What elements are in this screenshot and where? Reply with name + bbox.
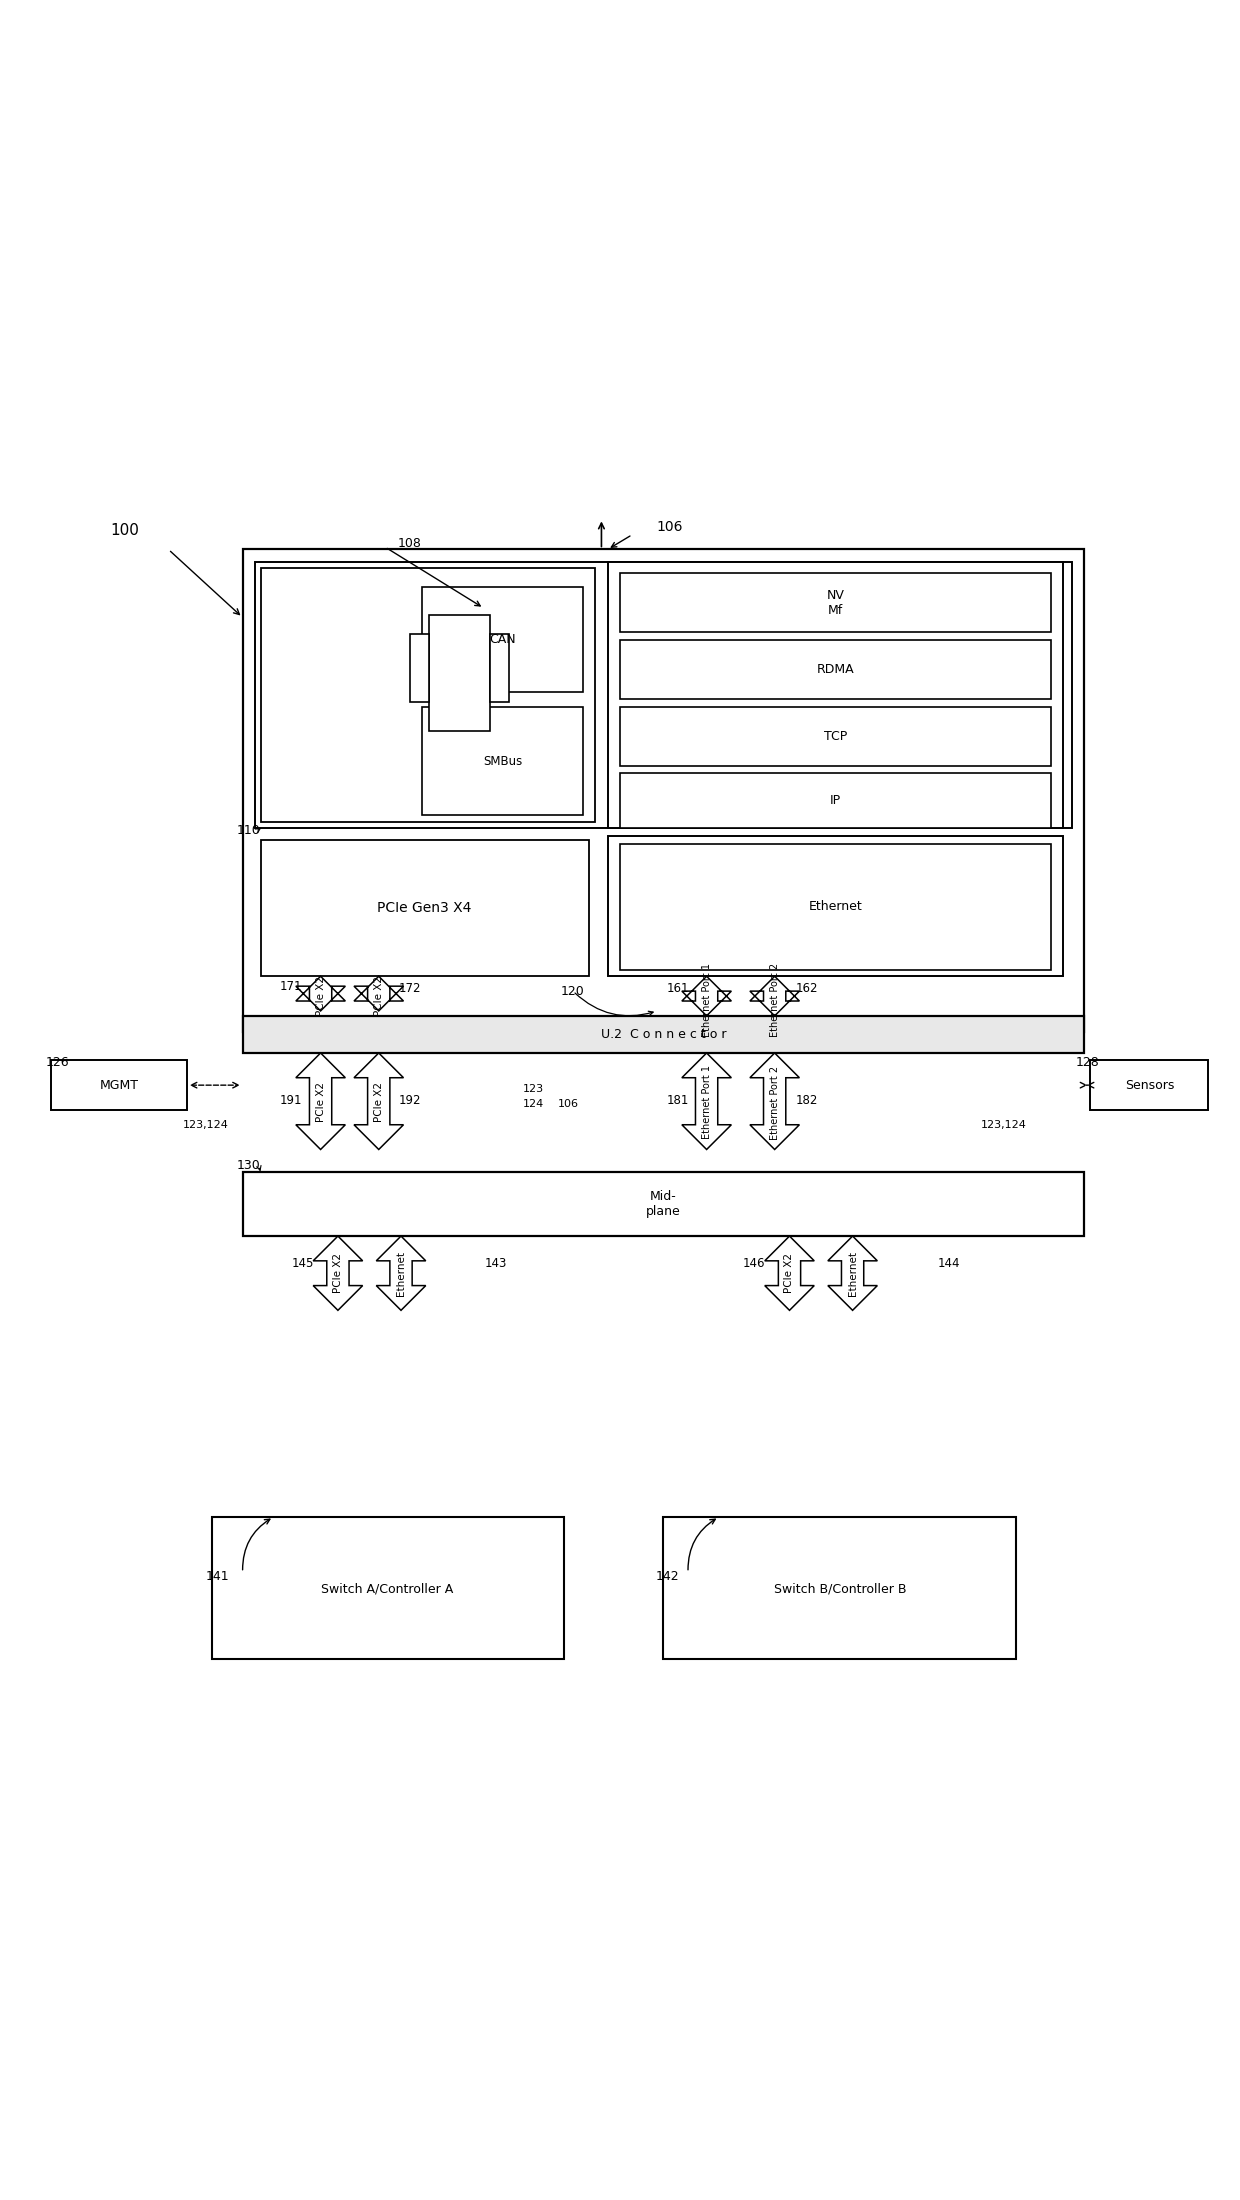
Bar <box>1090 1060 1208 1109</box>
Polygon shape <box>314 1236 362 1311</box>
Text: 181: 181 <box>667 1093 689 1107</box>
Text: 123,124: 123,124 <box>182 1120 228 1131</box>
Text: 108: 108 <box>398 537 422 550</box>
Text: PCIe X2: PCIe X2 <box>316 977 326 1016</box>
Bar <box>608 561 1063 827</box>
Text: 106: 106 <box>558 1098 579 1109</box>
Text: 126: 126 <box>45 1056 69 1069</box>
Bar <box>620 706 1050 766</box>
Text: Switch A/Controller A: Switch A/Controller A <box>321 1582 454 1595</box>
Text: U.2  C o n n e c t o r: U.2 C o n n e c t o r <box>600 1027 727 1041</box>
Text: Ethernet Port 2: Ethernet Port 2 <box>770 964 780 1036</box>
Polygon shape <box>296 1054 345 1148</box>
Text: 123,124: 123,124 <box>981 1120 1027 1131</box>
Polygon shape <box>750 1054 800 1148</box>
Text: 106: 106 <box>656 519 683 535</box>
Bar <box>620 640 1050 700</box>
Polygon shape <box>682 1054 732 1148</box>
Bar <box>620 572 1050 631</box>
Polygon shape <box>296 977 345 1012</box>
Bar <box>212 1518 564 1659</box>
Text: Ethernet: Ethernet <box>396 1252 405 1296</box>
Text: Mid-
plane: Mid- plane <box>646 1190 681 1219</box>
Text: 143: 143 <box>485 1256 507 1269</box>
Text: 123: 123 <box>523 1085 544 1093</box>
Bar <box>262 568 595 821</box>
Text: 192: 192 <box>398 1093 420 1107</box>
Text: 172: 172 <box>398 981 420 994</box>
Bar <box>663 1518 1016 1659</box>
Bar <box>422 587 583 691</box>
Text: PCIe X2: PCIe X2 <box>373 1082 383 1122</box>
Text: Ethernet: Ethernet <box>808 900 862 913</box>
Text: MGMT: MGMT <box>99 1078 139 1091</box>
Polygon shape <box>828 1236 878 1311</box>
Bar <box>51 1060 187 1109</box>
Polygon shape <box>750 977 800 1016</box>
Text: 182: 182 <box>796 1093 818 1107</box>
Text: Ethernet: Ethernet <box>848 1252 858 1296</box>
Text: PCIe Gen3 X4: PCIe Gen3 X4 <box>377 902 471 915</box>
Text: 144: 144 <box>937 1256 960 1269</box>
Text: Ethernet Port 1: Ethernet Port 1 <box>702 964 712 1036</box>
Bar <box>262 840 589 977</box>
Polygon shape <box>765 1236 815 1311</box>
Text: PCIe X2: PCIe X2 <box>785 1254 795 1294</box>
Text: Sensors: Sensors <box>1125 1078 1174 1091</box>
Bar <box>620 845 1050 970</box>
Text: SMBus: SMBus <box>482 755 522 768</box>
Text: IP: IP <box>830 794 841 807</box>
Text: PCIe X2: PCIe X2 <box>373 977 383 1016</box>
Text: 124: 124 <box>523 1098 544 1109</box>
Text: CAN: CAN <box>489 634 516 647</box>
Bar <box>243 1016 1084 1054</box>
Text: PCIe X2: PCIe X2 <box>332 1254 343 1294</box>
Text: 162: 162 <box>796 981 818 994</box>
Bar <box>422 706 583 816</box>
Bar <box>608 836 1063 977</box>
Bar <box>243 550 1084 1032</box>
Text: 142: 142 <box>655 1571 678 1582</box>
Text: Ethernet Port 2: Ethernet Port 2 <box>770 1065 780 1140</box>
Text: NV
Mf: NV Mf <box>826 590 844 616</box>
Text: RDMA: RDMA <box>816 662 854 675</box>
Text: 146: 146 <box>743 1256 765 1269</box>
Polygon shape <box>353 977 403 1012</box>
Bar <box>409 634 429 702</box>
Text: 141: 141 <box>206 1571 229 1582</box>
Bar <box>620 774 1050 827</box>
Text: 128: 128 <box>1076 1056 1100 1069</box>
Text: 191: 191 <box>280 1093 303 1107</box>
Bar <box>429 616 490 730</box>
Text: 120: 120 <box>562 986 585 997</box>
Text: TCP: TCP <box>823 730 847 744</box>
Bar <box>243 1173 1084 1236</box>
Text: 145: 145 <box>293 1256 315 1269</box>
Text: 100: 100 <box>110 524 140 539</box>
Text: 110: 110 <box>237 823 260 836</box>
Polygon shape <box>376 1236 425 1311</box>
Bar <box>255 561 1071 827</box>
Text: PCIe X2: PCIe X2 <box>316 1082 326 1122</box>
Polygon shape <box>682 977 732 1016</box>
Text: Ethernet Port 1: Ethernet Port 1 <box>702 1065 712 1140</box>
Text: Switch B/Controller B: Switch B/Controller B <box>774 1582 906 1595</box>
Bar <box>490 634 508 702</box>
Text: 161: 161 <box>667 981 689 994</box>
Text: 171: 171 <box>280 979 303 992</box>
Polygon shape <box>353 1054 403 1148</box>
Text: 130: 130 <box>237 1159 260 1173</box>
